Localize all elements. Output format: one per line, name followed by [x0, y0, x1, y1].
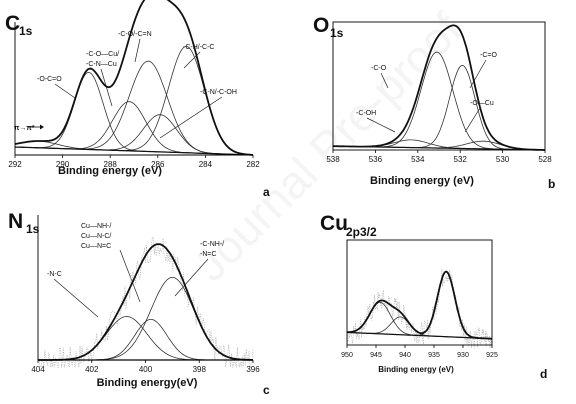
- component-peak-5: [14, 114, 254, 156]
- x-tick-label: 404: [31, 365, 45, 374]
- annotation-o1s-ceqo: -C=O: [480, 52, 497, 59]
- envelope-fit: [38, 243, 253, 361]
- x-tick-label: 940: [399, 352, 411, 359]
- title-c1s: C: [5, 12, 20, 35]
- x-tick-label: 935: [428, 352, 440, 359]
- envelope-fit: [347, 270, 492, 340]
- x-tick-label: 950: [341, 352, 353, 359]
- title-c1s-sub: 1s: [19, 24, 33, 38]
- x-tick-label: 290: [56, 160, 70, 169]
- annotation-c1s-cn-coh: -C-N/-C-OH: [200, 89, 237, 96]
- annotation-c1s-pi: π→π*: [14, 125, 35, 132]
- pi-arrow: [28, 124, 44, 130]
- x-tick-label: 930: [457, 352, 469, 359]
- envelope-fit: [14, 0, 254, 156]
- axis-frame: [332, 21, 546, 151]
- annotation-c1s-cncu: -C-N—Cu: [86, 61, 117, 68]
- annotation-c1s-ch-cc: -C-H/-C-C: [183, 44, 215, 51]
- x-tick-label: 282: [246, 160, 260, 169]
- component-peak-4: [14, 45, 254, 156]
- x-tick-label: 292: [8, 160, 22, 169]
- annotation-c1s-co-cn: -C-O/-C=N: [118, 31, 152, 38]
- panel-letter-d: d: [540, 367, 547, 381]
- x-tick-label: 286: [151, 160, 165, 169]
- annotation-c1s-cocu: -C-O—Cu/: [86, 51, 119, 58]
- annotation-n1s-nh: Cu—NH-/: [81, 223, 111, 230]
- panel-o1s: 538 536 534 532 530 528: [326, 21, 552, 164]
- title-n1s-sub: 1s: [26, 222, 40, 236]
- x-tick-label: 398: [193, 365, 207, 374]
- panel-c1s: 292 290 288 286 284 282: [8, 0, 260, 169]
- panel-letter-b: b: [548, 177, 555, 191]
- xlabel-n1s: Binding energy(eV): [97, 377, 198, 389]
- annotation-n1s-neqc2: -N=C: [200, 251, 217, 258]
- component-peak-2: [333, 64, 545, 151]
- panel-letter-c: c: [263, 383, 270, 397]
- envelope-fit: [333, 24, 545, 151]
- x-tick-label: 402: [85, 365, 99, 374]
- title-cu2p: Cu: [320, 212, 348, 235]
- title-cu2p-sub: 2p3/2: [346, 225, 377, 239]
- x-tick-label: 284: [199, 160, 213, 169]
- x-tick-label: 925: [486, 352, 498, 359]
- x-tick-label: 536: [369, 155, 383, 164]
- x-tick-label: 528: [538, 155, 552, 164]
- x-tick-label: 534: [411, 155, 425, 164]
- annotation-o1s-co: -C-O: [371, 65, 387, 72]
- x-tick-label: 400: [139, 365, 153, 374]
- x-tick-label: 530: [496, 155, 510, 164]
- annotation-n1s-cnh: -C-NH-/: [200, 241, 224, 248]
- panel-n1s: 404 402 400 398 396: [31, 215, 260, 374]
- panel-cu2p: 950 945 940 935 930 925: [341, 239, 498, 359]
- panel-letter-a: a: [263, 185, 270, 199]
- annotation-n1s-nc: Cu—N-C/: [81, 233, 111, 240]
- xlabel-cu2p: Binding energy (eV): [378, 365, 454, 374]
- x-tick-label: 538: [326, 155, 340, 164]
- annotation-o1s-coh: -C-OH: [356, 110, 376, 117]
- component-peak-1: [333, 51, 545, 151]
- x-tick-label: 396: [246, 365, 260, 374]
- annotation-c1s-ococ: -O-C=O: [37, 76, 62, 83]
- annotation-o1s-ocu: -O—Cu: [470, 100, 494, 107]
- background-line: [14, 146, 254, 156]
- x-tick-label: 532: [454, 155, 468, 164]
- component-peak-3: [347, 271, 492, 340]
- x-tick-label: 288: [104, 160, 118, 169]
- xlabel-o1s: Binding energy (eV): [370, 175, 474, 187]
- title-o1s: O: [313, 14, 329, 37]
- xlabel-c1s: Binding energy (eV): [58, 165, 162, 177]
- x-tick-label: 945: [370, 352, 382, 359]
- raw-data-trace: [37, 236, 254, 368]
- axis-frame: [346, 239, 493, 346]
- background-line: [347, 331, 492, 340]
- title-o1s-sub: 1s: [330, 26, 344, 40]
- annotation-n1s-neqc: Cu—N=C: [81, 243, 111, 250]
- title-n1s: N: [8, 210, 23, 233]
- annotation-n1s-minus-nc: -N-C: [47, 271, 62, 278]
